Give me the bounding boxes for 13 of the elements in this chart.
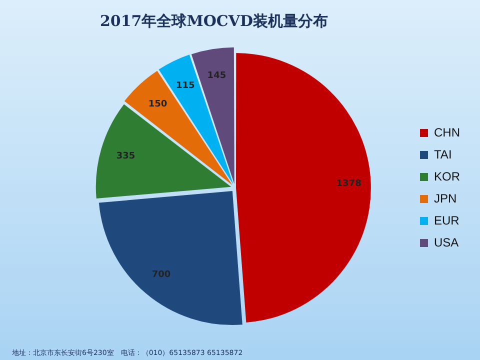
data-label: 335 [116, 151, 136, 162]
data-label: 700 [152, 270, 171, 280]
legend-label: EUR [434, 213, 460, 228]
chart-title: 2017年全球MOCVD装机量分布 [100, 12, 328, 31]
data-label: 150 [148, 100, 168, 110]
legend-label: JPN [434, 191, 457, 206]
legend-label: CHN [434, 125, 460, 140]
data-label: 115 [176, 80, 195, 91]
legend-label: TAI [434, 147, 452, 162]
data-label: 145 [207, 70, 226, 81]
legend-label: USA [434, 235, 459, 250]
legend-label: KOR [434, 169, 460, 184]
data-label: 1378 [336, 179, 362, 190]
